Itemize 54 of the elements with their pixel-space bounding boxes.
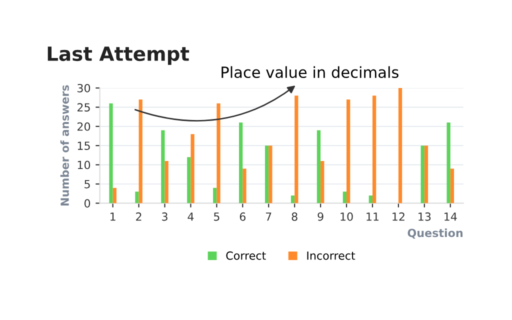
x-tick-label: 7 [266, 212, 272, 221]
legend-label: Correct [226, 251, 266, 260]
y-tick-label: 30 [78, 84, 90, 92]
bar [320, 160, 324, 204]
x-tick-label: 2 [136, 212, 142, 221]
x-tick-label: 9 [318, 212, 324, 221]
bar [187, 157, 191, 204]
bar [268, 146, 272, 204]
chart-title: Last Attempt [48, 46, 190, 65]
y-tick-label: 0 [84, 199, 90, 208]
bar [264, 146, 269, 204]
bar [190, 134, 194, 204]
bar [216, 103, 220, 204]
x-tick-label: 5 [214, 212, 220, 221]
bar [290, 196, 295, 204]
bar [446, 122, 450, 204]
bar [294, 96, 298, 204]
bar [164, 160, 168, 204]
bar [213, 188, 217, 204]
x-tick-label: 8 [292, 212, 298, 221]
bar [398, 88, 402, 204]
text: Place value in decimals [222, 66, 398, 78]
bar [239, 122, 243, 204]
x-axis-title: Question [408, 228, 462, 239]
x-tick-label: 14 [444, 212, 457, 221]
bar [161, 130, 165, 204]
bar [138, 100, 142, 204]
bar [424, 146, 428, 204]
x-tick-label: 13 [418, 212, 431, 221]
bar [242, 168, 246, 204]
bar [112, 188, 116, 204]
bar [109, 103, 113, 204]
bar [372, 96, 376, 204]
y-tick-label: 5 [84, 180, 90, 188]
x-tick-label: 12 [392, 212, 404, 221]
bar [368, 196, 372, 204]
x-tick-label: 10 [340, 212, 353, 221]
x-tick-label: 4 [188, 212, 194, 221]
bar [346, 100, 350, 204]
bar [342, 192, 347, 204]
x-tick-label: 6 [240, 212, 246, 221]
y-tick-label: 20 [77, 122, 90, 131]
legend-label: Incorrect [307, 252, 356, 260]
y-tick-label: 15 [78, 142, 90, 150]
bar [316, 130, 321, 204]
bar [135, 192, 139, 204]
y-tick-label: 25 [77, 103, 90, 112]
bar [450, 168, 454, 204]
x-tick-label: 3 [162, 212, 168, 221]
y-tick-label: 10 [78, 160, 90, 170]
x-tick-label: 11 [366, 212, 379, 221]
y-axis-title: Number of answers [60, 85, 69, 206]
bar [420, 146, 424, 204]
x-tick-label: 1 [110, 212, 116, 221]
